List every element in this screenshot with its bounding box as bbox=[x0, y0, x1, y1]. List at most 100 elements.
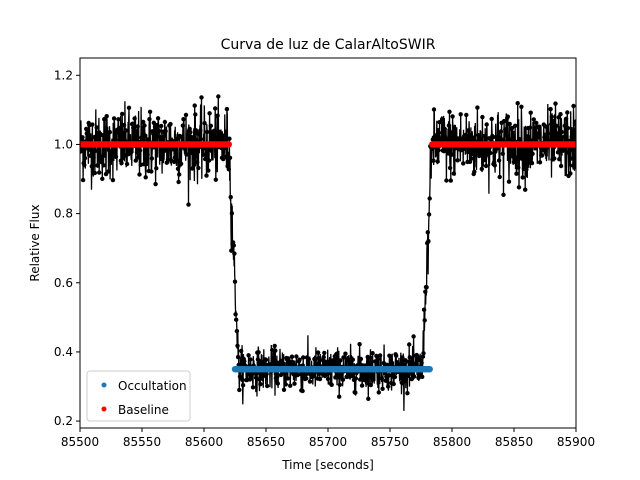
observed-point bbox=[291, 362, 297, 367]
observed-point bbox=[563, 130, 568, 135]
occultation-point bbox=[426, 366, 433, 373]
observed-point bbox=[364, 380, 370, 386]
observed-point bbox=[501, 192, 506, 197]
x-tick-label: 85750 bbox=[371, 435, 409, 449]
observed-point bbox=[163, 129, 168, 134]
observed-point bbox=[321, 354, 326, 360]
observed-point bbox=[488, 150, 493, 156]
observed-point bbox=[208, 123, 213, 128]
observed-point bbox=[283, 371, 288, 376]
observed-point bbox=[227, 136, 232, 141]
observed-point bbox=[242, 358, 247, 364]
observed-point bbox=[472, 169, 477, 174]
observed-point bbox=[256, 350, 261, 355]
y-axis-label: Relative Flux bbox=[28, 204, 42, 281]
observed-point bbox=[400, 355, 405, 360]
observed-point bbox=[557, 157, 562, 162]
observed-point bbox=[80, 135, 85, 140]
observed-point bbox=[145, 152, 150, 157]
observed-point bbox=[350, 373, 355, 378]
observed-point bbox=[322, 350, 327, 356]
observed-point bbox=[192, 103, 197, 108]
observed-point bbox=[537, 160, 543, 165]
observed-point bbox=[506, 179, 512, 184]
observed-point bbox=[570, 147, 575, 152]
observed-point bbox=[461, 161, 466, 166]
observed-point bbox=[467, 133, 472, 138]
observed-point bbox=[174, 158, 179, 163]
observed-point bbox=[207, 111, 212, 116]
observed-point bbox=[131, 137, 137, 143]
observed-point bbox=[335, 371, 340, 376]
observed-point bbox=[451, 171, 457, 176]
observed-point bbox=[544, 124, 549, 129]
observed-point bbox=[359, 383, 365, 388]
observed-point bbox=[415, 354, 421, 360]
observed-point bbox=[315, 350, 321, 355]
observed-point bbox=[534, 120, 539, 126]
observed-point bbox=[530, 151, 535, 156]
observed-point bbox=[394, 353, 399, 358]
observed-point bbox=[562, 134, 567, 140]
observed-point bbox=[536, 134, 541, 140]
observed-point bbox=[552, 156, 557, 161]
observed-point bbox=[178, 161, 184, 166]
observed-point bbox=[419, 360, 424, 366]
observed-point bbox=[565, 126, 571, 131]
observed-point bbox=[425, 230, 430, 235]
observed-point bbox=[340, 377, 346, 382]
observed-point bbox=[436, 130, 442, 135]
observed-point bbox=[441, 149, 447, 154]
observed-point bbox=[122, 153, 127, 158]
observed-point bbox=[116, 125, 122, 131]
observed-point bbox=[159, 123, 164, 129]
observed-point bbox=[511, 150, 516, 155]
observed-point bbox=[246, 353, 251, 358]
observed-point bbox=[455, 158, 460, 163]
observed-point bbox=[484, 122, 489, 127]
observed-point bbox=[198, 137, 204, 142]
observed-point bbox=[400, 362, 406, 367]
observed-point bbox=[271, 360, 276, 365]
observed-point bbox=[424, 285, 429, 290]
observed-point bbox=[523, 187, 528, 192]
observed-point bbox=[223, 137, 228, 142]
observed-point bbox=[147, 109, 153, 115]
observed-point bbox=[129, 149, 134, 155]
observed-point bbox=[193, 128, 199, 133]
observed-point bbox=[240, 377, 245, 383]
observed-point bbox=[366, 362, 372, 367]
observed-point bbox=[292, 381, 297, 386]
observed-point bbox=[89, 164, 95, 169]
observed-point bbox=[420, 374, 425, 379]
observed-point bbox=[106, 169, 111, 174]
observed-point bbox=[548, 106, 553, 112]
observed-point bbox=[213, 177, 218, 182]
observed-point bbox=[527, 125, 533, 130]
observed-point bbox=[84, 131, 90, 136]
observed-point bbox=[489, 116, 494, 122]
observed-point bbox=[82, 162, 87, 168]
legend: Occultation Baseline bbox=[86, 370, 191, 422]
y-tick-label: 0.2 bbox=[54, 414, 73, 428]
observed-point bbox=[385, 384, 391, 389]
observed-point bbox=[240, 383, 246, 388]
observed-point bbox=[161, 134, 166, 139]
observed-point bbox=[206, 158, 212, 163]
observed-point bbox=[283, 382, 288, 387]
observed-point bbox=[555, 150, 561, 155]
observed-point bbox=[155, 125, 160, 130]
observed-point bbox=[469, 156, 474, 161]
observed-point bbox=[565, 110, 570, 115]
observed-point bbox=[436, 148, 441, 153]
observed-point bbox=[151, 131, 156, 136]
observed-point bbox=[98, 156, 104, 161]
observed-point bbox=[559, 129, 564, 135]
observed-point bbox=[531, 137, 536, 143]
observed-point bbox=[343, 351, 348, 356]
observed-point bbox=[505, 114, 510, 119]
observed-point bbox=[120, 111, 125, 117]
observed-point bbox=[317, 356, 322, 361]
observed-point bbox=[221, 156, 226, 162]
observed-point bbox=[248, 357, 253, 362]
